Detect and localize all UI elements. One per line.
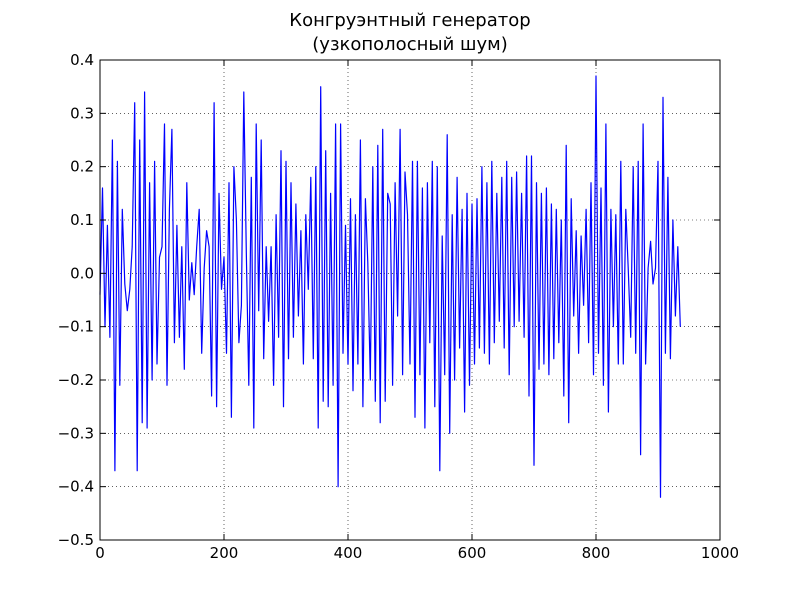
axis-ticks: 0 200 400 600 800 1000 −0.5 −0.4 −0.3 −0.2 −0.1 0.0… [58,51,740,562]
series-layer [99,75,681,498]
y-tick-label: −0.3 [58,424,94,442]
x-tick-label: 400 [334,544,363,562]
x-tick-label: 800 [582,544,611,562]
y-tick-label: 0.3 [70,104,94,122]
y-tick-label: 0.2 [70,158,94,176]
y-tick-label: −0.4 [58,478,94,496]
chart-title-line-1: Конгруэнтный генератор [289,10,530,31]
y-tick-label: −0.5 [58,531,94,549]
y-tick-label: 0.0 [70,264,94,282]
chart-title-line-2: (узкополосный шум) [312,34,507,55]
y-tick-label: 0.1 [70,211,94,229]
y-tick-label: −0.2 [58,371,94,389]
x-tick-label: 600 [458,544,487,562]
plot-frame [99,59,721,541]
x-tick-label: 1000 [701,544,739,562]
x-tick-label: 200 [210,544,239,562]
series-line [99,75,681,498]
y-tick-label: 0.4 [70,51,94,69]
x-tick-label: 0 [95,544,105,562]
y-tick-label: −0.1 [58,318,94,336]
